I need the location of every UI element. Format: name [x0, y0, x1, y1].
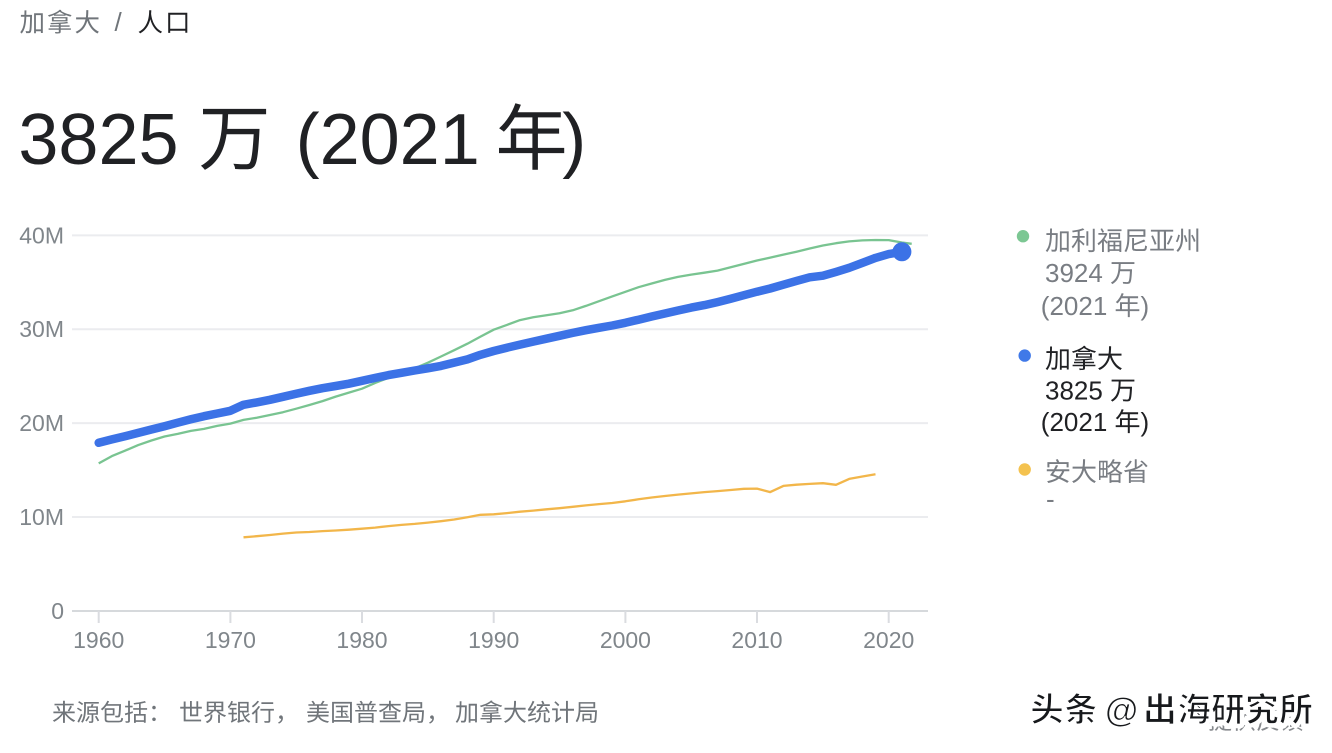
svg-text:(2021: (2021 — [1041, 407, 1108, 437]
svg-text:40M: 40M — [19, 222, 64, 248]
svg-text:1980: 1980 — [336, 627, 387, 653]
svg-text:): ) — [562, 100, 586, 180]
svg-text:): ) — [1141, 291, 1150, 321]
svg-text:2000: 2000 — [600, 627, 651, 653]
svg-text:30M: 30M — [19, 316, 64, 342]
svg-text:2010: 2010 — [731, 627, 782, 653]
svg-text:3924: 3924 — [1045, 258, 1103, 288]
svg-text:0: 0 — [51, 598, 64, 624]
svg-text:1970: 1970 — [205, 627, 256, 653]
svg-text:@: @ — [1105, 692, 1138, 730]
svg-text:3825: 3825 — [18, 100, 178, 180]
svg-text:@: @ — [1105, 692, 1138, 730]
svg-text:-: - — [1046, 484, 1055, 514]
svg-text:2020: 2020 — [863, 627, 914, 653]
svg-text:3825: 3825 — [1045, 376, 1103, 406]
svg-text:): ) — [1141, 407, 1150, 437]
svg-text:1990: 1990 — [468, 627, 519, 653]
svg-text:10M: 10M — [19, 504, 64, 530]
svg-text:1960: 1960 — [73, 627, 124, 653]
svg-text:(2021: (2021 — [1041, 291, 1108, 321]
svg-text:(2021: (2021 — [296, 100, 480, 180]
svg-text:20M: 20M — [19, 410, 64, 436]
svg-text:/: / — [115, 7, 123, 37]
